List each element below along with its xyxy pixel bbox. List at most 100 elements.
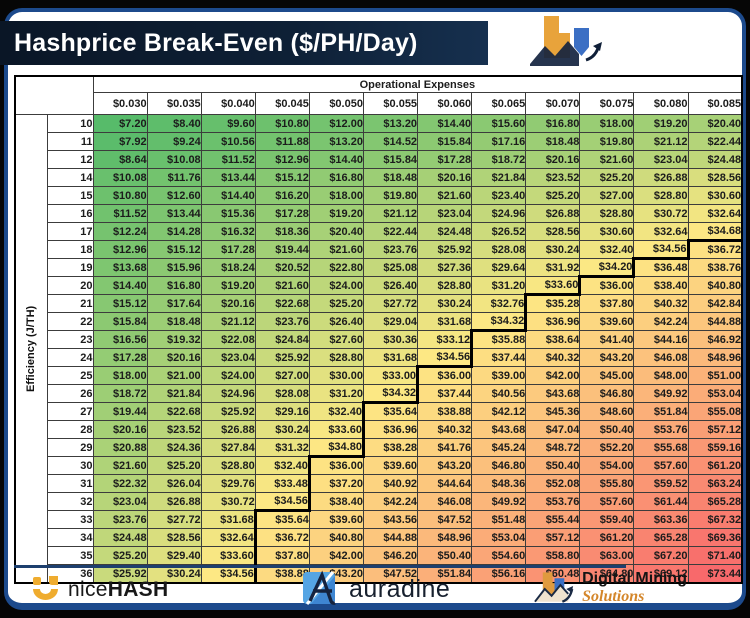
- table-cell: $55.08: [687, 402, 743, 421]
- table-cell: $16.32: [200, 222, 256, 241]
- table-cell: $25.20: [308, 294, 364, 313]
- table-cell: $36.96: [361, 420, 419, 439]
- table-cell: $19.32: [146, 330, 202, 349]
- col-header: $0.050: [308, 92, 364, 115]
- table-cell: $36.00: [307, 455, 364, 475]
- row-header: 24: [46, 348, 94, 367]
- table-cell: $46.80: [579, 384, 635, 403]
- table-cell: $48.00: [633, 366, 689, 385]
- table-cell: $49.92: [471, 492, 527, 511]
- row-header: 29: [46, 438, 94, 457]
- table-cell: $23.76: [362, 240, 419, 259]
- table-cell: $51.48: [471, 510, 527, 529]
- table-cell: $38.88: [417, 402, 473, 421]
- table-cell: $25.20: [579, 168, 635, 187]
- table-cell: $49.92: [633, 384, 689, 403]
- table-cell: $51.00: [687, 366, 743, 385]
- table-cell: $19.44: [254, 240, 310, 259]
- table-cell: $69.12: [633, 564, 689, 584]
- table-cell: $39.60: [579, 312, 635, 331]
- table-cell: $14.40: [200, 186, 256, 205]
- table-cell: $13.68: [92, 258, 148, 277]
- table-cell: $11.76: [146, 168, 202, 187]
- table-cell: $40.56: [471, 384, 527, 403]
- table-cell: $28.08: [471, 240, 527, 259]
- table-cell: $17.28: [417, 150, 473, 169]
- row-header: 16: [46, 204, 94, 223]
- arrowhead-icon: [593, 42, 602, 51]
- table-cell: $18.72: [471, 150, 527, 169]
- table-cell: $48.60: [579, 402, 635, 421]
- table-cell: $30.60: [687, 186, 743, 205]
- table-cell: $15.84: [92, 312, 148, 331]
- table-cell: $38.40: [633, 276, 689, 295]
- table-cell: $26.40: [308, 312, 364, 331]
- row-header: 19: [46, 258, 94, 277]
- table-cell: $19.80: [362, 186, 419, 205]
- table-cell: $22.68: [254, 294, 310, 313]
- table-cell: $16.80: [525, 114, 581, 133]
- table-cell: $34.56: [254, 492, 310, 511]
- table-cell: $37.80: [253, 546, 310, 565]
- table-cell: $36.48: [632, 257, 689, 277]
- table-cell: $21.60: [579, 150, 635, 169]
- auradine-wordmark: auradine: [349, 574, 451, 603]
- table-cell: $40.32: [525, 348, 581, 367]
- table-cell: $42.00: [308, 546, 364, 565]
- table-cell: $25.20: [525, 186, 581, 205]
- table-cell: $9.24: [146, 132, 202, 151]
- table-cell: $27.36: [417, 258, 473, 277]
- table-cell: $21.60: [254, 276, 310, 295]
- table-cell: $36.72: [686, 239, 743, 259]
- table-cell: $46.08: [417, 492, 473, 511]
- table-cell: $38.40: [307, 492, 364, 511]
- table-cell: $55.44: [525, 510, 581, 529]
- table-cell: $18.48: [362, 168, 419, 187]
- table-cell: $10.56: [200, 132, 256, 151]
- table-cell: $25.08: [362, 258, 419, 277]
- table-cell: $30.72: [633, 204, 689, 223]
- table-cell: $20.16: [92, 420, 148, 439]
- table-cell: $55.80: [579, 474, 635, 493]
- table-cell: $22.68: [146, 402, 202, 421]
- table-cell: $39.60: [362, 456, 419, 475]
- table-cell: $23.04: [92, 492, 148, 511]
- table-cell: $21.84: [471, 168, 527, 187]
- table-cell: $48.72: [525, 438, 581, 457]
- table-cell: $24.48: [687, 150, 743, 169]
- table-cell: $43.68: [525, 384, 581, 403]
- divider-line: [14, 565, 626, 568]
- table-cell: $24.48: [417, 222, 473, 241]
- table-cell: $30.00: [308, 366, 364, 385]
- table-cell: $27.72: [362, 294, 419, 313]
- table-cell: $61.44: [633, 492, 689, 511]
- table-cell: $34.20: [579, 258, 635, 277]
- table-cell: $53.76: [525, 492, 581, 511]
- table-cell: $23.04: [633, 150, 689, 169]
- table-cell: $7.92: [92, 132, 148, 151]
- table-cell: $20.52: [254, 258, 310, 277]
- row-header: 35: [46, 546, 94, 565]
- nicehash-smiley-icon: [33, 576, 58, 600]
- table-cell: $26.88: [525, 204, 581, 223]
- table-cell: $21.12: [362, 204, 419, 223]
- table-cell: $26.40: [362, 276, 419, 295]
- table-cell: $42.12: [471, 402, 527, 421]
- table-cell: $17.28: [92, 348, 148, 367]
- table-cell: $8.40: [146, 114, 202, 133]
- table-cell: $42.24: [362, 492, 419, 511]
- table-cell: $30.24: [254, 420, 310, 439]
- table-cell: $34.56: [200, 564, 256, 584]
- table-cell: $10.80: [92, 186, 148, 205]
- table-cell: $12.00: [308, 114, 364, 133]
- col-header: $0.085: [687, 92, 743, 115]
- table-cell: $28.80: [308, 348, 364, 367]
- table-cell: $28.56: [525, 222, 581, 241]
- table-cell: $20.40: [687, 114, 743, 133]
- table-cell: $19.80: [579, 132, 635, 151]
- dms-mountain-icon: [534, 572, 574, 603]
- table-cell: $28.80: [579, 204, 635, 223]
- table-cell: $28.56: [146, 528, 202, 547]
- table-cell: $22.80: [308, 258, 364, 277]
- table-cell: $17.64: [146, 294, 202, 313]
